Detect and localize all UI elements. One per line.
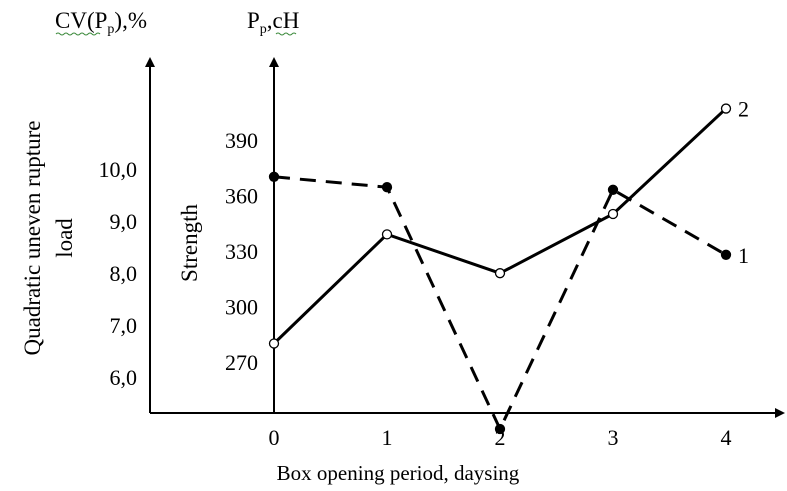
x-tick-label: 4 [721, 425, 732, 450]
right-axis-header: Pp,cH [247, 8, 299, 37]
data-point [381, 229, 393, 240]
data-point [268, 338, 280, 349]
data-point [381, 182, 393, 193]
x-tick-label: 3 [608, 425, 619, 450]
data-point [607, 208, 619, 220]
left-tick-label: 10,0 [99, 157, 138, 182]
right-tick-labels: 270 300 330 360 390 [225, 128, 258, 375]
data-point [268, 171, 280, 182]
x-tick-labels: 0 1 2 3 4 [269, 425, 732, 450]
data-point [720, 103, 732, 114]
spellcheck-underline-right [275, 32, 297, 36]
data-point [494, 268, 506, 279]
x-tick-label: 0 [269, 425, 280, 450]
left-tick-label: 7,0 [110, 313, 138, 338]
right-tick-label: 330 [225, 239, 258, 264]
left-tick-label: 6,0 [110, 365, 138, 390]
right-tick-label: 270 [225, 350, 258, 375]
data-point [607, 184, 619, 195]
left-axis-header: CV(Pp),% [55, 8, 147, 37]
series-label: 1 [738, 243, 749, 268]
left-tick-labels: 6,0 7,0 8,0 9,0 10,0 [99, 157, 138, 390]
series-line-2 [272, 107, 728, 345]
data-point [720, 249, 732, 260]
x-tick-label: 1 [382, 425, 393, 450]
left-tick-label: 9,0 [110, 209, 138, 234]
left-axis-label-line1: Quadratic uneven rupture [20, 120, 45, 355]
right-tick-label: 300 [225, 295, 258, 320]
series-1: 1 [268, 171, 749, 435]
series-label: 2 [738, 97, 749, 122]
x-axis-label: Box opening period, daysing [277, 461, 520, 485]
data-point [494, 423, 506, 435]
series-2: 2 [268, 97, 749, 349]
left-tick-label: 8,0 [110, 261, 138, 286]
right-tick-label: 390 [225, 128, 258, 153]
x-tick-label: 2 [495, 425, 506, 450]
series-line-1 [273, 175, 727, 433]
right-tick-label: 360 [225, 184, 258, 209]
series-layer: 12 [268, 97, 749, 435]
spellcheck-underline-left [55, 32, 101, 36]
right-axis-label: Strength [177, 204, 202, 282]
left-axis-label-line2: load [52, 218, 77, 258]
